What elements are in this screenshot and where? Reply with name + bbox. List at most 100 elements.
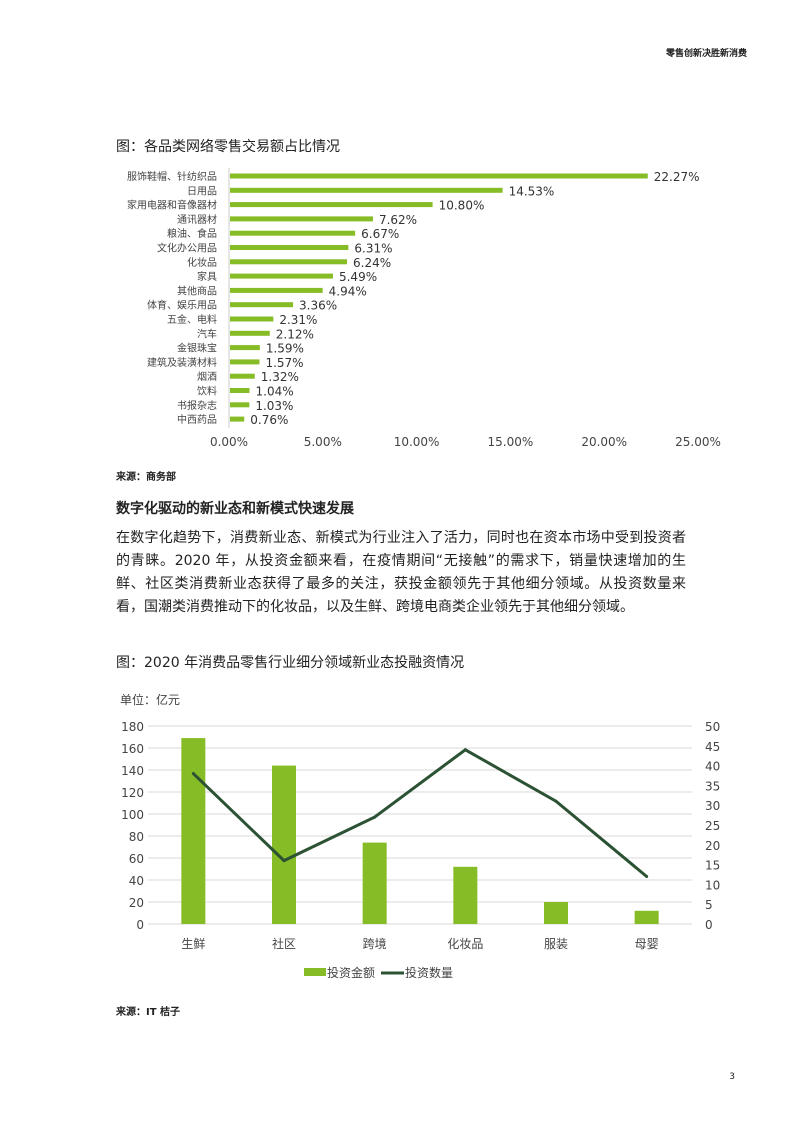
- data-label: 3.36%: [299, 299, 337, 313]
- bar: [230, 373, 255, 379]
- data-label: 1.04%: [256, 385, 294, 399]
- data-label: 1.03%: [255, 399, 293, 413]
- right-y-tick-label: 10: [705, 878, 720, 892]
- data-label: 0.76%: [250, 413, 288, 427]
- section-paragraph: 在数字化趋势下，消费新业态、新模式为行业注入了活力，同时也在资本市场中受到投资者…: [116, 530, 686, 615]
- x-tick-label: 社区: [272, 936, 296, 951]
- category-label: 服饰鞋帽、针纺织品: [127, 170, 217, 183]
- data-label: 5.49%: [339, 270, 377, 284]
- category-label: 书报杂志: [177, 399, 217, 412]
- line-point: [554, 799, 558, 803]
- category-label: 烟酒: [197, 370, 217, 383]
- category-label: 体育、娱乐用品: [147, 299, 217, 312]
- right-y-tick-label: 30: [705, 799, 720, 813]
- bar: [230, 359, 260, 365]
- line-point: [645, 874, 649, 878]
- left-y-tick-label: 0: [136, 918, 144, 932]
- x-tick-label: 服装: [544, 937, 568, 951]
- category-share-chart: 服饰鞋帽、针纺织品 22.27% 日用品 14.53% 家用电器和音像器材 10.80% 通…: [127, 168, 721, 449]
- category-label: 五金、电料: [167, 313, 217, 326]
- bar: [230, 416, 245, 422]
- left-y-tick-label: 160: [121, 742, 144, 756]
- bar: [230, 187, 503, 193]
- data-label: 1.59%: [266, 342, 304, 356]
- bar: [230, 173, 648, 179]
- unit-label: 单位：亿元: [120, 692, 180, 707]
- data-label: 6.31%: [354, 242, 392, 256]
- left-y-tick-label: 100: [121, 808, 144, 822]
- line-point: [463, 748, 467, 752]
- data-label: 14.53%: [509, 184, 555, 198]
- data-label: 6.67%: [361, 227, 399, 241]
- right-y-tick-label: 45: [705, 740, 720, 754]
- line-series: [192, 747, 648, 878]
- data-label: 4.94%: [329, 284, 367, 298]
- figure2-source: 来源：IT 桔子: [116, 1007, 181, 1018]
- category-label: 饮料: [197, 385, 217, 398]
- bar: [362, 842, 387, 924]
- right-y-tick-label: 0: [705, 918, 713, 932]
- data-label: 10.80%: [439, 199, 485, 213]
- figure1-source: 来源：商务部: [116, 472, 176, 483]
- bar: [230, 216, 373, 222]
- x-tick-label: 跨境: [363, 936, 387, 951]
- category-label: 中西药品: [177, 413, 217, 426]
- category-label: 金银珠宝: [177, 342, 217, 355]
- right-y-tick-label: 15: [705, 859, 720, 873]
- bar: [230, 345, 260, 351]
- right-y-tick-label: 5: [705, 898, 713, 912]
- bar: [230, 230, 356, 236]
- figure1-title: 图：各品类网络零售交易额占比情况: [116, 139, 340, 155]
- right-y-tick-label: 25: [705, 819, 720, 833]
- bar: [634, 910, 659, 924]
- right-y-tick-label: 50: [705, 720, 720, 734]
- left-y-tick-label: 60: [129, 852, 144, 866]
- investment-chart: 单位：亿元 0 20 40 60 80 100 120 140 160 180 0 5 10 15 20 25 3…: [120, 692, 720, 980]
- data-label: 22.27%: [654, 170, 700, 184]
- category-label: 建筑及装潢材料: [147, 356, 217, 369]
- legend-line-label: 投资数量: [405, 965, 453, 980]
- bar: [230, 302, 294, 308]
- bar: [230, 330, 270, 336]
- x-tick-label: 0.00%: [210, 435, 248, 449]
- bar: [230, 273, 333, 279]
- running-header: 零售创新决胜新消费: [665, 49, 747, 59]
- data-label: 7.62%: [379, 213, 417, 227]
- category-label: 粮油、食品: [167, 227, 217, 240]
- x-tick-label: 化妆品: [447, 937, 483, 951]
- page-number: 3: [729, 1072, 735, 1082]
- category-label: 通讯器材: [177, 213, 217, 226]
- bar: [181, 738, 206, 924]
- legend-bar-swatch: [304, 968, 326, 976]
- data-label: 1.32%: [261, 370, 299, 384]
- data-label: 2.31%: [279, 313, 317, 327]
- category-label: 家用电器和音像器材: [127, 199, 217, 212]
- right-y-tick-label: 35: [705, 779, 720, 793]
- section-heading: 数字化驱动的新业态和新模式快速发展: [116, 501, 354, 517]
- bar: [230, 287, 323, 293]
- left-y-tick-label: 140: [121, 764, 144, 778]
- category-label: 其他商品: [177, 284, 217, 297]
- bar: [453, 866, 478, 924]
- x-tick-label: 15.00%: [488, 435, 534, 449]
- right-y-tick-label: 40: [705, 760, 720, 774]
- left-y-tick-label: 180: [121, 720, 144, 734]
- x-tick-label: 生鲜: [181, 937, 205, 951]
- data-label: 6.24%: [353, 256, 391, 270]
- category-label: 化妆品: [187, 256, 217, 269]
- category-label: 汽车: [197, 327, 217, 340]
- x-tick-label: 20.00%: [581, 435, 627, 449]
- bar: [230, 402, 250, 408]
- bar: [230, 316, 274, 322]
- data-label: 2.12%: [276, 327, 314, 341]
- bar: [544, 902, 568, 924]
- legend-bar-label: 投资金额: [327, 965, 375, 980]
- figure2-title: 图：2020 年消费品零售行业细分领域新业态投融资情况: [116, 655, 465, 671]
- bar: [230, 388, 250, 393]
- category-label: 日用品: [187, 185, 217, 197]
- bar: [230, 245, 349, 250]
- category-label: 文化办公用品: [157, 242, 217, 255]
- x-tick-label: 5.00%: [304, 435, 342, 449]
- bar: [230, 259, 348, 265]
